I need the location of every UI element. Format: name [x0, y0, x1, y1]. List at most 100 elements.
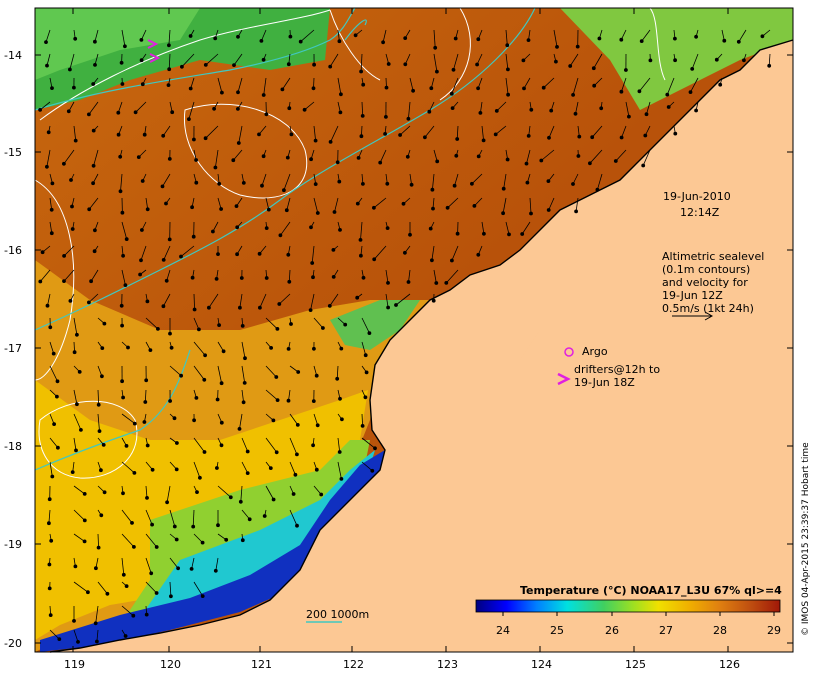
velocity-arrow: [192, 509, 195, 527]
velocity-arrow-head: [435, 159, 440, 164]
velocity-arrow-head: [191, 524, 196, 529]
velocity-arrow-head: [275, 327, 280, 331]
lon-tick-label: 123: [437, 658, 458, 671]
velocity-arrow-head: [378, 160, 383, 165]
velocity-arrow-head: [577, 134, 582, 139]
velocity-arrow-head: [430, 258, 434, 263]
velocity-arrow-head: [313, 138, 318, 143]
velocity-arrow: [73, 581, 89, 593]
velocity-arrow: [505, 53, 509, 70]
velocity-arrow-head: [361, 82, 366, 87]
velocity-arrow-head: [295, 423, 300, 427]
velocity-arrow-head: [339, 477, 344, 481]
velocity-arrow-head: [105, 591, 110, 596]
velocity-arrow: [523, 77, 531, 89]
velocity-arrow-head: [96, 545, 101, 550]
velocity-arrow: [73, 533, 85, 542]
lat-tick-label: -19: [4, 538, 22, 551]
velocity-arrow: [47, 293, 51, 306]
velocity-arrow: [541, 149, 555, 161]
velocity-arrow-head: [73, 36, 78, 41]
velocity-arrow-head: [94, 566, 98, 571]
velocity-arrow-head: [482, 231, 486, 236]
velocity-arrow-head: [546, 179, 551, 184]
velocity-arrow: [121, 509, 133, 524]
velocity-arrow: [481, 125, 484, 141]
velocity-arrow: [121, 605, 134, 617]
velocity-arrow: [286, 197, 291, 211]
velocity-arrow: [193, 317, 200, 330]
velocity-arrow: [217, 365, 222, 384]
velocity-arrow-head: [160, 184, 165, 189]
velocity-arrow-head: [68, 67, 72, 72]
velocity-arrow-head: [228, 495, 233, 500]
velocity-arrow-head: [571, 182, 575, 186]
velocity-arrow: [453, 53, 459, 70]
velocity-arrow: [49, 365, 58, 382]
velocity-arrow-head: [91, 128, 96, 133]
velocity-arrow-head: [742, 58, 746, 63]
velocity-arrow-head: [760, 34, 765, 39]
velocity-arrow-head: [289, 322, 293, 326]
velocity-arrow: [97, 581, 108, 595]
velocity-arrow-head: [49, 207, 54, 212]
velocity-arrow-head: [478, 111, 483, 115]
velocity-arrow-head: [613, 159, 618, 163]
velocity-arrow-head: [694, 34, 698, 39]
velocity-arrow-head: [66, 109, 71, 114]
velocity-arrow-head: [476, 37, 481, 42]
velocity-arrow-head: [156, 327, 160, 331]
drifter-line-2: 19-Jun 18Z: [574, 376, 635, 389]
velocity-arrow-head: [97, 429, 102, 434]
velocity-arrow-head: [381, 40, 386, 45]
velocity-arrow-head: [187, 117, 191, 121]
velocity-arrow: [73, 629, 79, 643]
velocity-arrow-head: [219, 381, 224, 386]
velocity-arrow-head: [359, 69, 364, 74]
velocity-arrow-head: [406, 116, 411, 121]
velocity-arrow: [279, 293, 291, 305]
velocity-arrow: [88, 197, 99, 210]
velocity-arrow-head: [450, 106, 455, 110]
velocity-arrow-head: [220, 90, 224, 95]
velocity-arrow: [97, 389, 100, 405]
velocity-arrow-head: [74, 448, 78, 453]
velocity-arrow-head: [145, 496, 149, 500]
velocity-arrow-head: [154, 545, 159, 549]
velocity-arrow: [313, 197, 319, 214]
velocity-arrow-head: [401, 201, 406, 206]
velocity-arrow-head: [308, 308, 313, 313]
velocity-arrow-head: [179, 373, 184, 378]
velocity-arrow: [373, 245, 387, 260]
velocity-arrow-head: [139, 58, 144, 63]
velocity-arrow-head: [264, 112, 269, 117]
velocity-arrow-head: [62, 161, 66, 166]
velocity-arrow-head: [231, 158, 236, 163]
velocity-arrow-head: [312, 346, 316, 351]
velocity-arrow-head: [295, 452, 299, 457]
velocity-arrow: [166, 485, 171, 503]
velocity-arrow-head: [547, 135, 551, 140]
velocity-arrow-head: [455, 231, 460, 236]
velocity-arrow: [73, 389, 78, 405]
velocity-arrow-head: [38, 279, 43, 284]
velocity-arrow-head: [526, 38, 531, 42]
velocity-arrow-head: [57, 637, 62, 641]
colorbar-tick-label: 25: [550, 624, 564, 637]
velocity-arrow-head: [45, 303, 50, 308]
velocity-arrow-head: [166, 83, 171, 87]
velocity-arrow-head: [321, 326, 325, 330]
velocity-arrow: [169, 509, 176, 527]
velocity-arrow-head: [82, 518, 87, 523]
velocity-arrow: [168, 29, 171, 46]
velocity-arrow-head: [428, 226, 433, 231]
velocity-arrow: [241, 389, 244, 403]
velocity-arrow: [73, 125, 77, 141]
velocity-arrow: [238, 125, 243, 144]
velocity-arrow-head: [49, 231, 54, 236]
velocity-arrow: [121, 29, 126, 47]
velocity-arrow-head: [449, 91, 454, 96]
velocity-arrow-head: [319, 492, 324, 497]
velocity-arrow-head: [145, 443, 150, 448]
velocity-arrow-head: [91, 181, 95, 186]
